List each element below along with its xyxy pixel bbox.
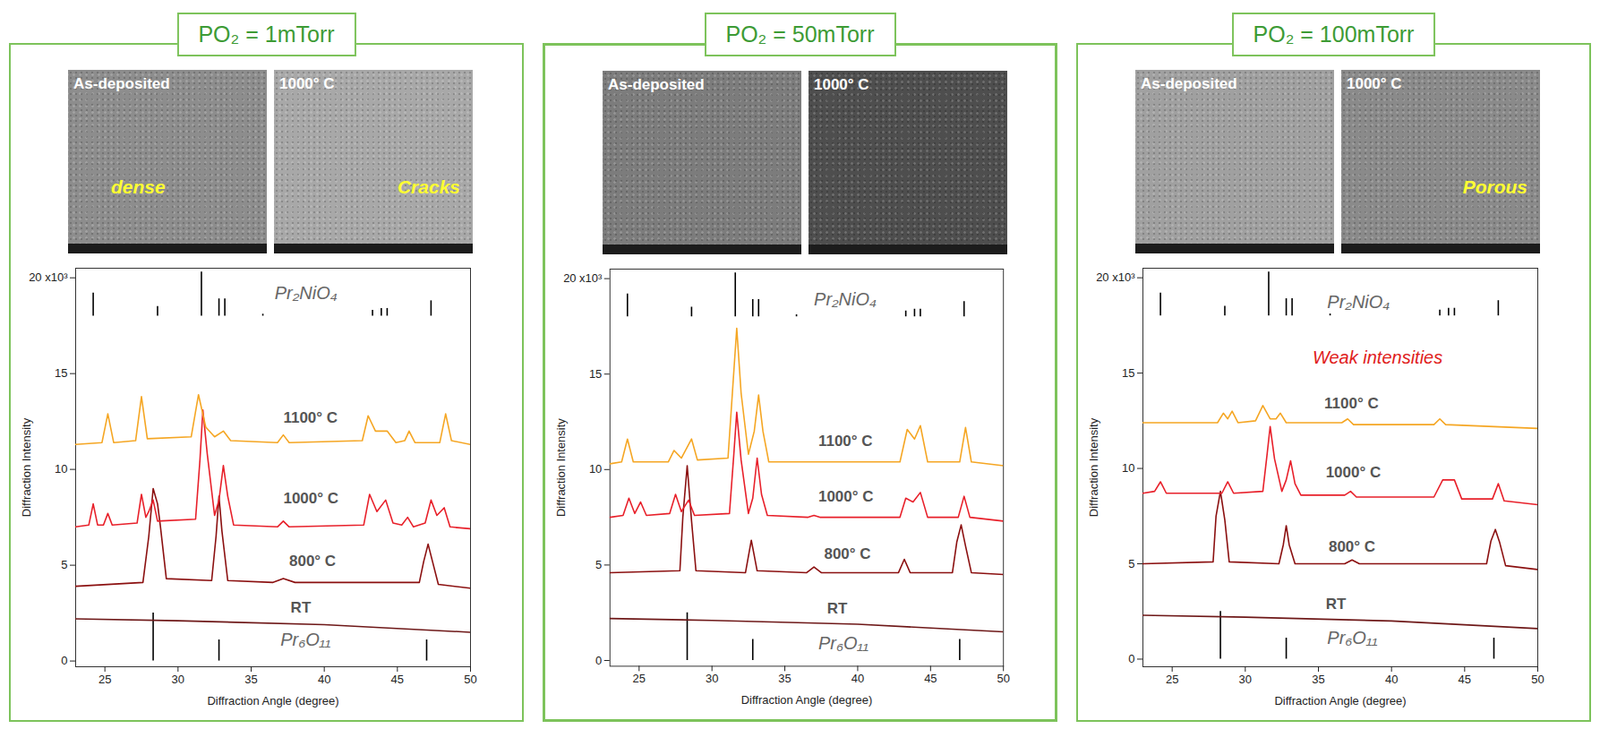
html-text:As-deposited: As-deposited [73, 75, 170, 93]
svg-text:40: 40 [851, 671, 865, 685]
svg-text:Pr₆O₁₁: Pr₆O₁₁ [1326, 627, 1378, 648]
svg-text:45: 45 [924, 671, 937, 685]
svg-text:Pr₂NiO₄: Pr₂NiO₄ [813, 289, 877, 309]
svg-text:Diffraction Intensity: Diffraction Intensity [1086, 417, 1101, 517]
svg-text:30: 30 [705, 671, 719, 685]
svg-text:RT: RT [827, 599, 848, 617]
html-text:PO₂ = 100mTorr: PO₂ = 100mTorr [1253, 21, 1415, 47]
svg-text:1000° C: 1000° C [282, 489, 339, 507]
svg-text:800° C: 800° C [289, 552, 336, 570]
html-text:1000° C: 1000° C [1346, 75, 1402, 93]
svg-text:25: 25 [98, 672, 112, 686]
svg-text:1100° C: 1100° C [818, 432, 873, 450]
svg-text:Diffraction Intensity: Diffraction Intensity [554, 418, 568, 517]
svg-text:20 x10³: 20 x10³ [563, 271, 603, 285]
svg-text:15: 15 [1121, 366, 1135, 380]
svg-text:Pr₆O₁₁: Pr₆O₁₁ [280, 629, 331, 650]
svg-text:50: 50 [997, 671, 1010, 685]
svg-text:Pr₂NiO₄: Pr₂NiO₄ [1326, 291, 1390, 312]
html-text:1000° C: 1000° C [279, 75, 335, 93]
svg-text:40: 40 [1385, 672, 1398, 686]
svg-text:40: 40 [317, 672, 331, 686]
svg-text:Diffraction Angle (degree): Diffraction Angle (degree) [1274, 693, 1406, 708]
html-text:As-deposited: As-deposited [1140, 75, 1238, 93]
svg-text:15: 15 [54, 366, 68, 380]
svg-text:35: 35 [244, 672, 257, 686]
svg-text:15: 15 [589, 367, 602, 381]
svg-text:1100° C: 1100° C [282, 409, 338, 427]
svg-text:20 x10³: 20 x10³ [1095, 270, 1136, 284]
svg-text:10: 10 [54, 462, 68, 476]
svg-text:35: 35 [778, 671, 791, 685]
html-text:Cracks: Cracks [397, 176, 461, 197]
html-text:As-deposited: As-deposited [607, 76, 705, 94]
svg-text:20 x10³: 20 x10³ [28, 270, 69, 284]
svg-text:45: 45 [1458, 672, 1472, 686]
svg-text:Pr₆O₁₁: Pr₆O₁₁ [818, 633, 869, 653]
html-text:Porous: Porous [1462, 176, 1528, 197]
svg-text:Diffraction Intensity: Diffraction Intensity [19, 417, 34, 517]
svg-text:RT: RT [290, 598, 312, 617]
svg-text:25: 25 [633, 671, 646, 685]
svg-text:800° C: 800° C [1328, 538, 1376, 556]
svg-text:800° C: 800° C [824, 545, 872, 563]
svg-text:45: 45 [391, 672, 404, 686]
svg-text:Pr₂NiO₄: Pr₂NiO₄ [274, 282, 338, 303]
svg-text:0: 0 [1128, 651, 1135, 666]
svg-text:0: 0 [595, 653, 602, 668]
html-text:PO₂ = 1mTorr: PO₂ = 1mTorr [198, 21, 335, 47]
svg-text:5: 5 [1128, 556, 1135, 571]
svg-text:30: 30 [171, 672, 185, 686]
svg-text:5: 5 [60, 557, 68, 572]
html-text:dense: dense [111, 176, 166, 197]
svg-text:50: 50 [463, 672, 477, 686]
svg-text:5: 5 [595, 557, 602, 572]
svg-text:1100° C: 1100° C [1324, 394, 1379, 412]
svg-text:1000° C: 1000° C [1326, 463, 1382, 481]
svg-text:30: 30 [1239, 672, 1252, 686]
html-text:PO₂ = 50mTorr: PO₂ = 50mTorr [725, 21, 875, 47]
svg-text:0: 0 [60, 653, 68, 668]
svg-text:25: 25 [1165, 672, 1179, 686]
svg-text:50: 50 [1531, 672, 1544, 686]
svg-text:10: 10 [1121, 461, 1135, 475]
svg-text:35: 35 [1311, 672, 1325, 686]
svg-text:Diffraction Angle (degree): Diffraction Angle (degree) [741, 693, 873, 707]
html-text:1000° C: 1000° C [813, 76, 870, 94]
svg-text:Diffraction Angle (degree): Diffraction Angle (degree) [206, 693, 339, 708]
svg-text:1000° C: 1000° C [818, 487, 873, 505]
svg-text:Weak intensities: Weak intensities [1312, 347, 1443, 368]
svg-text:RT: RT [1326, 595, 1347, 613]
svg-text:10: 10 [589, 462, 602, 476]
